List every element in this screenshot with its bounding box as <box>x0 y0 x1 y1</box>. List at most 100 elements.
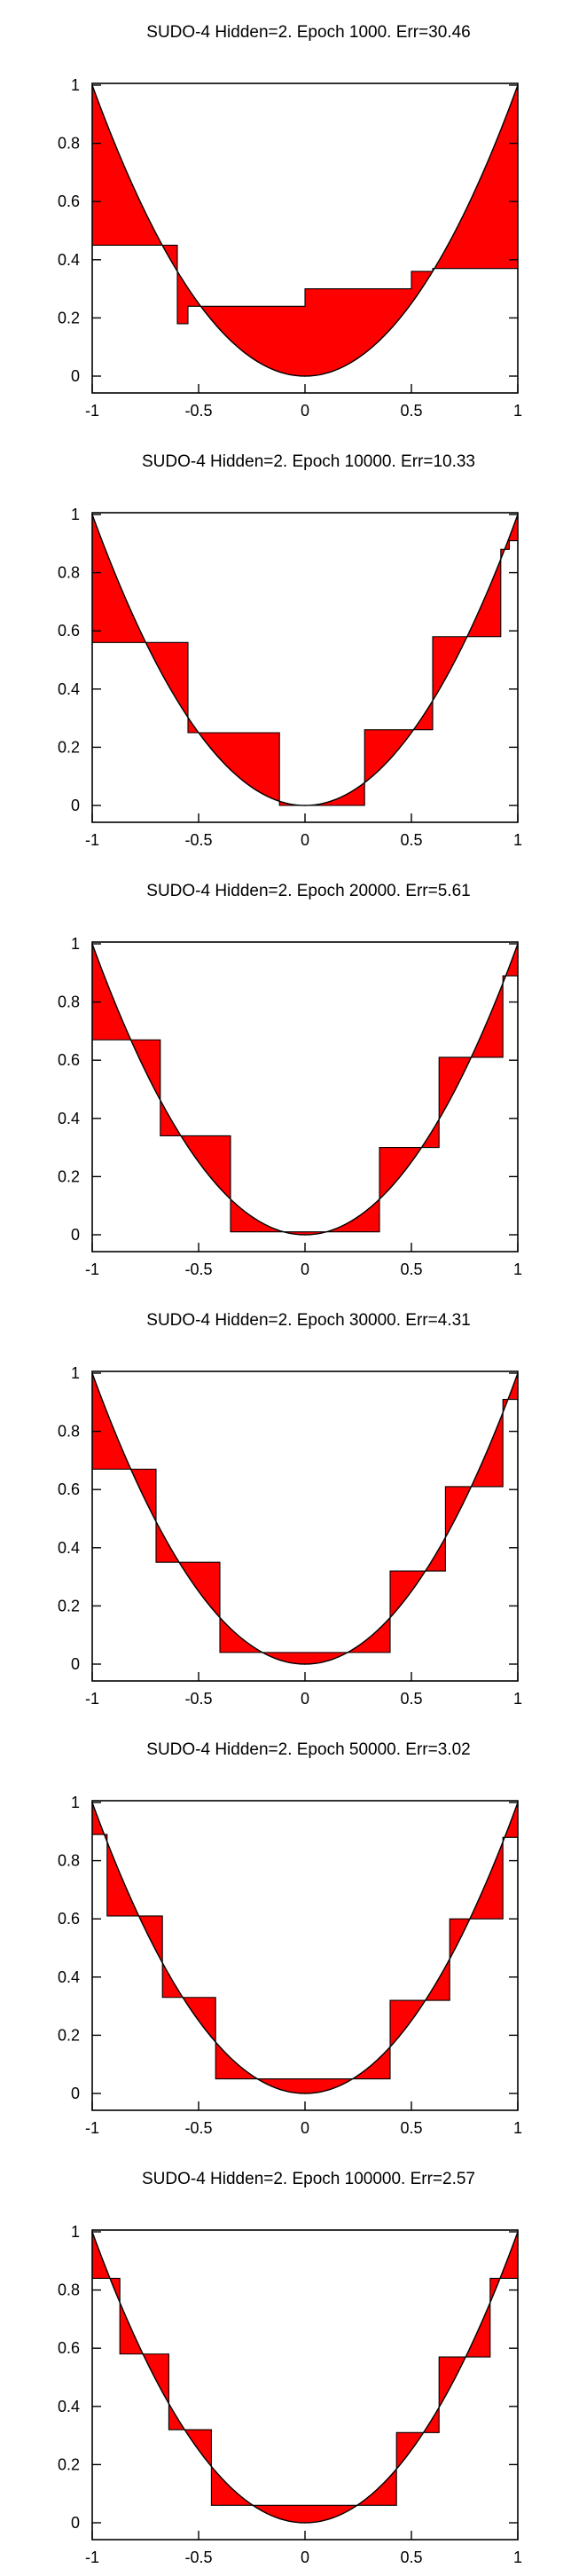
x-tick-label: -1 <box>85 402 99 420</box>
error-area <box>92 85 518 376</box>
x-tick-label: -0.5 <box>184 1261 212 1278</box>
error-fill <box>92 1802 518 2093</box>
x-tick-label: -1 <box>85 831 99 849</box>
y-tick-label: 0.8 <box>58 1852 80 1870</box>
y-tick-label: 1 <box>71 935 80 953</box>
plot-frame <box>91 2229 519 2541</box>
target-curve <box>91 84 519 377</box>
y-tick-label: 0 <box>71 2085 80 2102</box>
y-tick-label: 1 <box>71 2223 80 2241</box>
x-tick-label: 0 <box>301 1261 309 1278</box>
error-fill <box>92 514 518 805</box>
x-tick-label: 0.5 <box>400 1261 422 1278</box>
y-tick-label: 0.6 <box>58 1051 80 1069</box>
x-tick-label: 0.5 <box>400 831 422 849</box>
target-curve <box>91 943 519 1236</box>
y-tick-label: 0 <box>71 367 80 385</box>
chart-panel-6: SUDO-4 Hidden=2. Epoch 100000. Err=2.57 0… <box>58 2170 522 2566</box>
y-tick-label: 0.2 <box>58 309 80 326</box>
target-curve <box>91 514 519 806</box>
x-tick-label: 0.5 <box>400 2549 422 2566</box>
y-tick-label: 0.2 <box>58 2026 80 2044</box>
approximation-line <box>92 539 518 806</box>
approximation-line <box>92 975 518 1233</box>
y-tick-label: 0.4 <box>58 1539 80 1557</box>
approximation-line <box>92 1398 518 1653</box>
y-tick-label: 1 <box>71 76 80 94</box>
error-fill <box>92 85 518 376</box>
x-tick-label: 0 <box>301 2549 309 2566</box>
y-tick-label: 0 <box>71 1655 80 1673</box>
chart-panel-3: SUDO-4 Hidden=2. Epoch 20000. Err=5.61 0 0… <box>58 882 522 1278</box>
chart-panel-1: SUDO-4 Hidden=2. Epoch 1000. Err=30.46 0 0… <box>58 23 522 420</box>
x-tick-label: -1 <box>85 2119 99 2137</box>
chart-title: SUDO-4 Hidden=2. Epoch 30000. Err=4.31 <box>146 1311 470 1330</box>
x-tick-label: 0.5 <box>400 2119 422 2137</box>
y-tick-label: 0.8 <box>58 1423 80 1441</box>
y-tick-label: 0.8 <box>58 564 80 582</box>
x-tick-label: 1 <box>513 831 522 849</box>
x-tick-label: -1 <box>85 2549 99 2566</box>
chart-title: SUDO-4 Hidden=2. Epoch 100000. Err=2.57 <box>142 2170 475 2188</box>
chart-panel-2: SUDO-4 Hidden=2. Epoch 10000. Err=10.33 0… <box>58 452 522 849</box>
y-tick-label: 0 <box>71 1226 80 1244</box>
error-fill <box>92 944 518 1235</box>
x-tick-label: 0 <box>301 831 309 849</box>
y-tick-label: 0.6 <box>58 192 80 210</box>
approximation-line <box>92 1834 518 2080</box>
x-tick-label: 1 <box>513 2549 522 2566</box>
target-curve <box>91 2231 519 2524</box>
y-tick-label: 1 <box>71 506 80 523</box>
y-tick-label: 0.2 <box>58 738 80 756</box>
y-tick-label: 0.6 <box>58 1480 80 1498</box>
plot-frame <box>91 941 519 1253</box>
x-tick-label: -0.5 <box>184 402 212 420</box>
y-tick-label: 0 <box>71 2514 80 2532</box>
x-tick-label: -0.5 <box>184 1690 212 1708</box>
chart-title: SUDO-4 Hidden=2. Epoch 10000. Err=10.33 <box>142 452 475 471</box>
x-tick-label: 0 <box>301 402 309 420</box>
chart-panel-5: SUDO-4 Hidden=2. Epoch 50000. Err=3.02 0 0… <box>58 1740 522 2137</box>
chart-panel-4: SUDO-4 Hidden=2. Epoch 30000. Err=4.31 0 0… <box>58 1311 522 1708</box>
x-tick-label: 0 <box>301 2119 309 2137</box>
x-tick-label: 1 <box>513 402 522 420</box>
y-tick-label: 1 <box>71 1794 80 1811</box>
y-tick-label: 1 <box>71 1364 80 1382</box>
x-tick-label: 0.5 <box>400 1690 422 1708</box>
y-tick-label: 0.2 <box>58 1597 80 1614</box>
y-tick-label: 0.8 <box>58 993 80 1011</box>
x-tick-label: -1 <box>85 1690 99 1708</box>
y-tick-label: 0.2 <box>58 1167 80 1185</box>
target-curve <box>91 1372 519 1665</box>
x-tick-label: -1 <box>85 1261 99 1278</box>
plot-frame <box>91 512 519 823</box>
x-tick-label: 1 <box>513 1261 522 1278</box>
y-tick-label: 0.4 <box>58 251 80 269</box>
error-area <box>92 1802 518 2093</box>
error-area <box>92 514 518 805</box>
x-tick-label: 1 <box>513 1690 522 1708</box>
plot-frame <box>91 1800 519 2111</box>
x-tick-label: 1 <box>513 2119 522 2137</box>
y-tick-label: 0.4 <box>58 1110 80 1127</box>
y-tick-label: 0.6 <box>58 2339 80 2357</box>
y-tick-label: 0.2 <box>58 2455 80 2473</box>
x-tick-label: 0 <box>301 1690 309 1708</box>
y-tick-label: 0.6 <box>58 622 80 640</box>
y-tick-label: 0.4 <box>58 2398 80 2415</box>
error-area <box>92 944 518 1235</box>
approximation-line <box>92 2277 518 2506</box>
x-tick-label: -0.5 <box>184 2119 212 2137</box>
y-tick-label: 0.4 <box>58 680 80 698</box>
chart-title: SUDO-4 Hidden=2. Epoch 1000. Err=30.46 <box>146 23 470 42</box>
chart-title: SUDO-4 Hidden=2. Epoch 50000. Err=3.02 <box>146 1740 470 1759</box>
target-curve <box>91 1802 519 2094</box>
error-fill <box>92 2232 518 2523</box>
y-tick-label: 0.6 <box>58 1910 80 1928</box>
chart-title: SUDO-4 Hidden=2. Epoch 20000. Err=5.61 <box>146 882 470 900</box>
y-tick-label: 0.8 <box>58 135 80 153</box>
y-tick-label: 0 <box>71 797 80 814</box>
y-tick-label: 0.8 <box>58 2281 80 2299</box>
